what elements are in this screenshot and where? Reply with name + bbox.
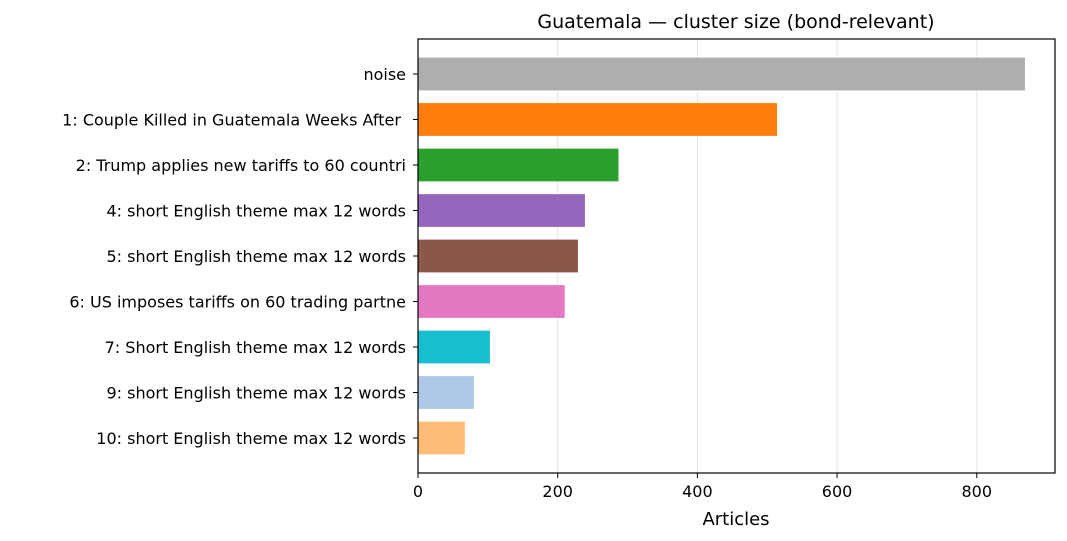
y-tick-label: 2: Trump applies new tariffs to 60 count… [76, 156, 406, 175]
y-tick-label: 1: Couple Killed in Guatemala Weeks Afte… [62, 111, 406, 130]
x-axis-ticks: 0 200 400 600 800 [413, 473, 992, 501]
bar [418, 285, 565, 318]
bar [418, 421, 465, 455]
y-tick-label: 4: short English theme max 12 words [106, 202, 406, 221]
plot-frame [417, 38, 1056, 474]
y-axis-ticks: noise 1: Couple Killed in Guatemala Weeks… [62, 65, 418, 448]
bar [418, 239, 578, 273]
y-tick-label: 5: short English theme max 12 words [106, 247, 406, 266]
x-tick-label: 400 [682, 482, 713, 501]
bar [418, 57, 1025, 91]
y-tick-label: 7: Short English theme max 12 words [105, 338, 406, 357]
bar [418, 148, 619, 182]
y-tick-label: 6: US imposes tariffs on 60 trading part… [69, 293, 406, 312]
x-tick-label: 0 [413, 482, 423, 501]
bar [418, 103, 778, 136]
x-tick-label: 200 [542, 482, 573, 501]
x-tick-label: 800 [961, 482, 992, 501]
bars [418, 57, 1025, 455]
x-tick-label: 600 [822, 482, 853, 501]
y-tick-label: noise [363, 65, 406, 84]
bar [418, 194, 585, 227]
y-tick-label: 9: short English theme max 12 words [106, 384, 406, 403]
chart-title: Guatemala — cluster size (bond-relevant) [537, 11, 934, 33]
y-tick-label: 10: short English theme max 12 words [96, 429, 406, 448]
x-axis-label: Articles [702, 509, 769, 530]
bar [418, 330, 490, 364]
bar [418, 376, 474, 409]
